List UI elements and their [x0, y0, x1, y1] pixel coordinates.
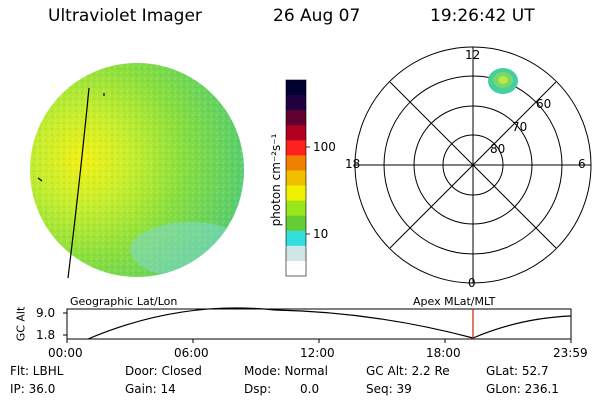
- altitude-ytick-9: 9.0: [36, 306, 56, 320]
- polar-auroral-spot: [488, 68, 518, 94]
- colorbar-segment: [286, 185, 306, 202]
- mode-info: Mode: Normal: [244, 364, 328, 378]
- geo-latitude-info: GLat: 52.7: [486, 364, 549, 378]
- colorbar-segment: [286, 230, 306, 247]
- colorbar-segment: [286, 170, 306, 187]
- terminator-line: [67, 87, 90, 279]
- orbit-altitude-curve: [87, 307, 572, 340]
- colorbar-tick-10: 10: [313, 227, 329, 241]
- colorbar-segment: [286, 95, 306, 111]
- colorbar-segment: [286, 125, 306, 141]
- mlt-label-12: 12: [465, 48, 481, 62]
- altitude-xtick-2359: 23:59: [553, 346, 588, 360]
- colorbar-segment: [286, 155, 306, 171]
- dsp-value: 0.0: [300, 382, 320, 396]
- mlt-label-6: 6: [578, 157, 586, 171]
- altitude-ytick-1-8: 1.8: [36, 328, 56, 342]
- altitude-ylabel: GC Alt: [14, 306, 28, 342]
- colorbar-segment: [286, 215, 306, 232]
- dsp-label: Dsp:: [244, 382, 272, 396]
- colorbar-segment: [286, 140, 306, 156]
- gain-info: Gain: 14: [125, 382, 176, 396]
- colorbar-segment: [286, 245, 306, 262]
- mlat-label-60: 60: [536, 97, 552, 111]
- mlt-label-0: 0: [468, 276, 476, 290]
- filter-info: Flt: LBHL: [10, 364, 64, 378]
- observation-date: 26 Aug 07: [273, 6, 361, 26]
- mlt-label-18: 18: [345, 157, 361, 171]
- colorbar-segment: [286, 110, 306, 126]
- observation-time: 19:26:42 UT: [430, 6, 535, 26]
- ip-info: IP: 36.0: [10, 382, 56, 396]
- imager-title: Ultraviolet Imager: [48, 6, 202, 26]
- geographic-label: Geographic Lat/Lon: [70, 295, 178, 308]
- mlat-label-70: 70: [512, 120, 528, 134]
- colorbar-segment: [286, 260, 306, 277]
- uv-image-disk: [30, 63, 244, 279]
- colorbar-segment: [286, 200, 306, 217]
- altitude-xtick-0000: 00:00: [48, 346, 83, 360]
- colorbar-tick-100: 100: [313, 140, 336, 154]
- mlat-label-80: 80: [490, 142, 506, 156]
- apex-label: Apex MLat/MLT: [413, 295, 496, 308]
- altitude-plot: [63, 307, 572, 343]
- colorbar-label: photon cm⁻²s⁻¹: [269, 133, 283, 227]
- polar-grid: [354, 46, 592, 284]
- colorbar-segment: [286, 80, 306, 96]
- altitude-xtick-1800: 18:00: [426, 346, 461, 360]
- altitude-xtick-0600: 06:00: [174, 346, 209, 360]
- door-info: Door: Closed: [125, 364, 202, 378]
- color-bar: [285, 79, 310, 277]
- gc-altitude-info: GC Alt: 2.2 Re: [366, 364, 450, 378]
- geo-longitude-info: GLon: 236.1: [486, 382, 559, 396]
- altitude-xtick-1200: 12:00: [300, 346, 335, 360]
- sequence-info: Seq: 39: [366, 382, 412, 396]
